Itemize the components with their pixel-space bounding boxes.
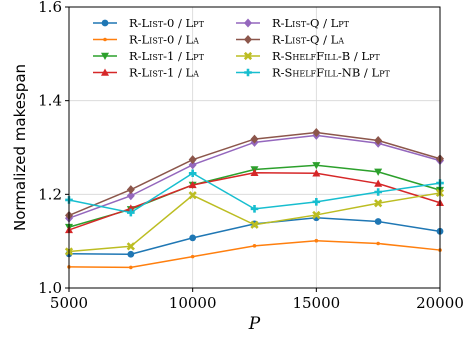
x-axis-label: P <box>248 314 261 334</box>
marker-circle <box>127 250 135 258</box>
marker-x <box>243 51 253 61</box>
marker-diamond <box>126 185 135 195</box>
marker-point <box>103 37 107 42</box>
marker-diamond <box>126 191 135 201</box>
legend-label: R-List-1 / Lpt <box>129 49 205 63</box>
marker-plus <box>188 169 197 178</box>
x-tick-label: 5000 <box>50 294 88 312</box>
y-tick-label: 1.4 <box>38 92 62 110</box>
legend-label: R-ShelfFill-B / Lpt <box>272 49 380 63</box>
legend-item: R-ShelfFill-B / Lpt <box>236 49 380 63</box>
legend-label: R-List-0 / Lpt <box>129 16 205 30</box>
marker-x <box>312 210 321 220</box>
marker-diamond <box>188 160 197 170</box>
marker-point <box>252 244 257 248</box>
marker-point <box>129 265 133 270</box>
x-tick-label: 15000 <box>292 294 340 312</box>
legend-item: R-List-Q / Lpt <box>236 16 350 30</box>
marker-point <box>190 254 195 259</box>
marker-x <box>126 242 135 251</box>
legend-item: R-List-0 / La <box>93 33 199 47</box>
legend-item: R-List-1 / La <box>93 66 199 80</box>
y-tick-label: 1.2 <box>38 185 62 203</box>
series-1 <box>67 238 442 270</box>
legend-label: R-List-Q / La <box>272 33 344 47</box>
legend-label: R-List-0 / La <box>129 33 199 47</box>
marker-diamond <box>244 18 252 28</box>
x-tick-label: 10000 <box>169 294 217 312</box>
marker-diamond <box>250 134 259 144</box>
series-5 <box>65 128 444 220</box>
marker-triangle-up <box>188 180 197 189</box>
x-tick-label: 20000 <box>416 294 464 312</box>
marker-circle <box>101 19 109 27</box>
plot-frame <box>68 6 441 289</box>
legend-item: R-List-0 / Lpt <box>93 16 205 30</box>
series-6 <box>64 188 445 256</box>
marker-point <box>314 238 319 243</box>
marker-plus <box>250 205 259 213</box>
marker-plus <box>312 198 321 206</box>
marker-diamond <box>312 128 321 138</box>
marker-x <box>250 220 259 229</box>
marker-plus <box>244 68 252 77</box>
marker-plus <box>127 208 135 217</box>
marker-triangle-down <box>101 52 109 60</box>
marker-triangle-up <box>101 68 109 76</box>
marker-triangle-down <box>312 162 321 170</box>
series-3 <box>65 168 444 234</box>
legend-item: R-ShelfFill-NB / Lpt <box>236 66 390 80</box>
marker-plus <box>374 188 382 196</box>
series-0 <box>65 214 444 258</box>
marker-x <box>188 191 197 200</box>
legend-item: R-List-1 / Lpt <box>93 49 205 63</box>
marker-triangle-up <box>126 204 135 212</box>
marker-diamond <box>244 35 252 44</box>
y-tick-label: 1.6 <box>38 0 62 16</box>
marker-triangle-up <box>374 179 383 187</box>
marker-diamond <box>374 135 383 145</box>
marker-x <box>374 199 383 208</box>
marker-circle <box>374 218 382 225</box>
marker-triangle-up <box>312 169 321 177</box>
marker-triangle-up <box>250 168 259 176</box>
legend-label: R-ShelfFill-NB / Lpt <box>272 66 390 80</box>
legend-item: R-List-Q / La <box>236 33 344 47</box>
marker-circle <box>189 234 197 242</box>
y-tick-label: 1.0 <box>38 279 62 297</box>
marker-diamond <box>188 155 197 165</box>
legend-label: R-List-Q / Lpt <box>272 16 350 30</box>
y-axis-label: Normalized makespan <box>11 64 29 231</box>
legend: R-List-0 / Lpt R-List-0 / La R-List-1 / Lp… <box>93 16 390 80</box>
legend-label: R-List-1 / La <box>129 66 199 80</box>
marker-triangle-down <box>374 168 383 176</box>
marker-point <box>376 241 380 246</box>
